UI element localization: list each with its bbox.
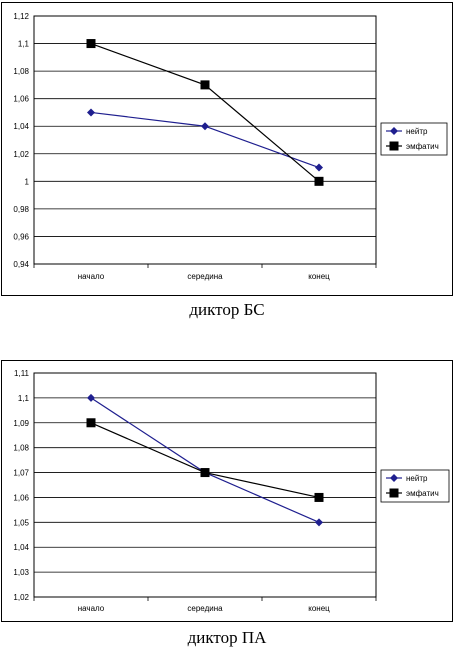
chart-2-ytick-label: 1,09	[13, 419, 29, 428]
chart-1-series-1-point	[315, 163, 323, 172]
chart-1-legend-label: нейтр	[406, 127, 428, 136]
chart-1-xtick-label: середина	[187, 272, 223, 281]
chart-1-ytick-label: 0,98	[13, 205, 29, 214]
chart-2-legend-marker	[389, 488, 399, 498]
chart-2-ytick-label: 1,11	[14, 369, 30, 378]
chart-2-ytick-label: 1,02	[13, 593, 29, 602]
chart-1-plot-area	[33, 15, 377, 265]
chart-1-series-2-point	[200, 80, 210, 90]
chart-1-legend-label: эмфатич	[406, 142, 439, 151]
chart-2: 1,02 1,03 1,04 1,05 1,06 1,07 1,08 1,09 1,1 1,11 н…	[13, 369, 450, 613]
chart-2-series-2-point	[314, 492, 324, 502]
chart-2-series-1-point	[87, 393, 95, 402]
chart-2-ytick-label: 1,05	[13, 518, 29, 527]
chart-1-ytick-label: 1,12	[13, 12, 29, 21]
chart-2-xtick-label: середина	[187, 604, 223, 613]
chart-1-ytick-label: 1	[25, 177, 30, 186]
chart-1-ytick-label: 1,04	[13, 122, 29, 131]
chart-1-ytick-label: 1,06	[13, 95, 29, 104]
chart-2-series-2-line	[90, 422, 320, 499]
chart-1-legend-marker	[389, 141, 399, 151]
chart-1-xtick-label: конец	[308, 272, 330, 281]
chart-2-caption: диктор ПА	[187, 628, 267, 647]
chart-2-legend-label: нейтр	[406, 474, 428, 483]
chart-1-series-1-point	[201, 122, 209, 131]
chart-1-ytick-label: 1,02	[13, 150, 29, 159]
chart-1-ytick-label: 0,94	[13, 260, 29, 269]
chart-1-ytick-label: 1,08	[13, 67, 29, 76]
chart-2-series-2-point	[200, 468, 210, 478]
chart-1-frame	[1, 2, 453, 296]
chart-2-frame	[1, 360, 453, 622]
chart-1: 0,94 0,96 0,98 1 1,02 1,04 1,06 1,08 1,1 1,12 нача…	[13, 12, 448, 281]
chart-1-ytick-label: 1,1	[18, 40, 30, 49]
chart-1-legend-marker	[390, 127, 398, 135]
chart-2-ytick-label: 1,07	[13, 469, 29, 478]
chart-2-series-1-line	[90, 397, 320, 523]
chart-2-legend-marker	[390, 474, 398, 482]
chart-1-caption: диктор БС	[189, 300, 265, 319]
chart-2-series-1-point	[315, 518, 323, 527]
chart-2-ytick-label: 1,1	[18, 394, 30, 403]
chart-2-ytick-label: 1,04	[13, 543, 29, 552]
chart-2-xtick-label: конец	[308, 604, 330, 613]
chart-1-ytick-label: 0,96	[13, 232, 29, 241]
chart-2-xtick-label: начало	[78, 604, 105, 613]
chart-1-series-1-point	[87, 108, 95, 117]
chart-2-ytick-label: 1,06	[13, 493, 29, 502]
chart-2-plot-area	[33, 372, 377, 598]
chart-2-ytick-label: 1,03	[13, 568, 29, 577]
chart-1-series-2-point	[86, 39, 96, 49]
chart-1-series-2-point	[314, 176, 324, 186]
chart-2-ytick-label: 1,08	[13, 444, 29, 453]
chart-1-xtick-label: начало	[78, 272, 105, 281]
chart-2-legend-label: эмфатич	[406, 489, 439, 498]
chart-2-series-2-point	[86, 418, 96, 428]
